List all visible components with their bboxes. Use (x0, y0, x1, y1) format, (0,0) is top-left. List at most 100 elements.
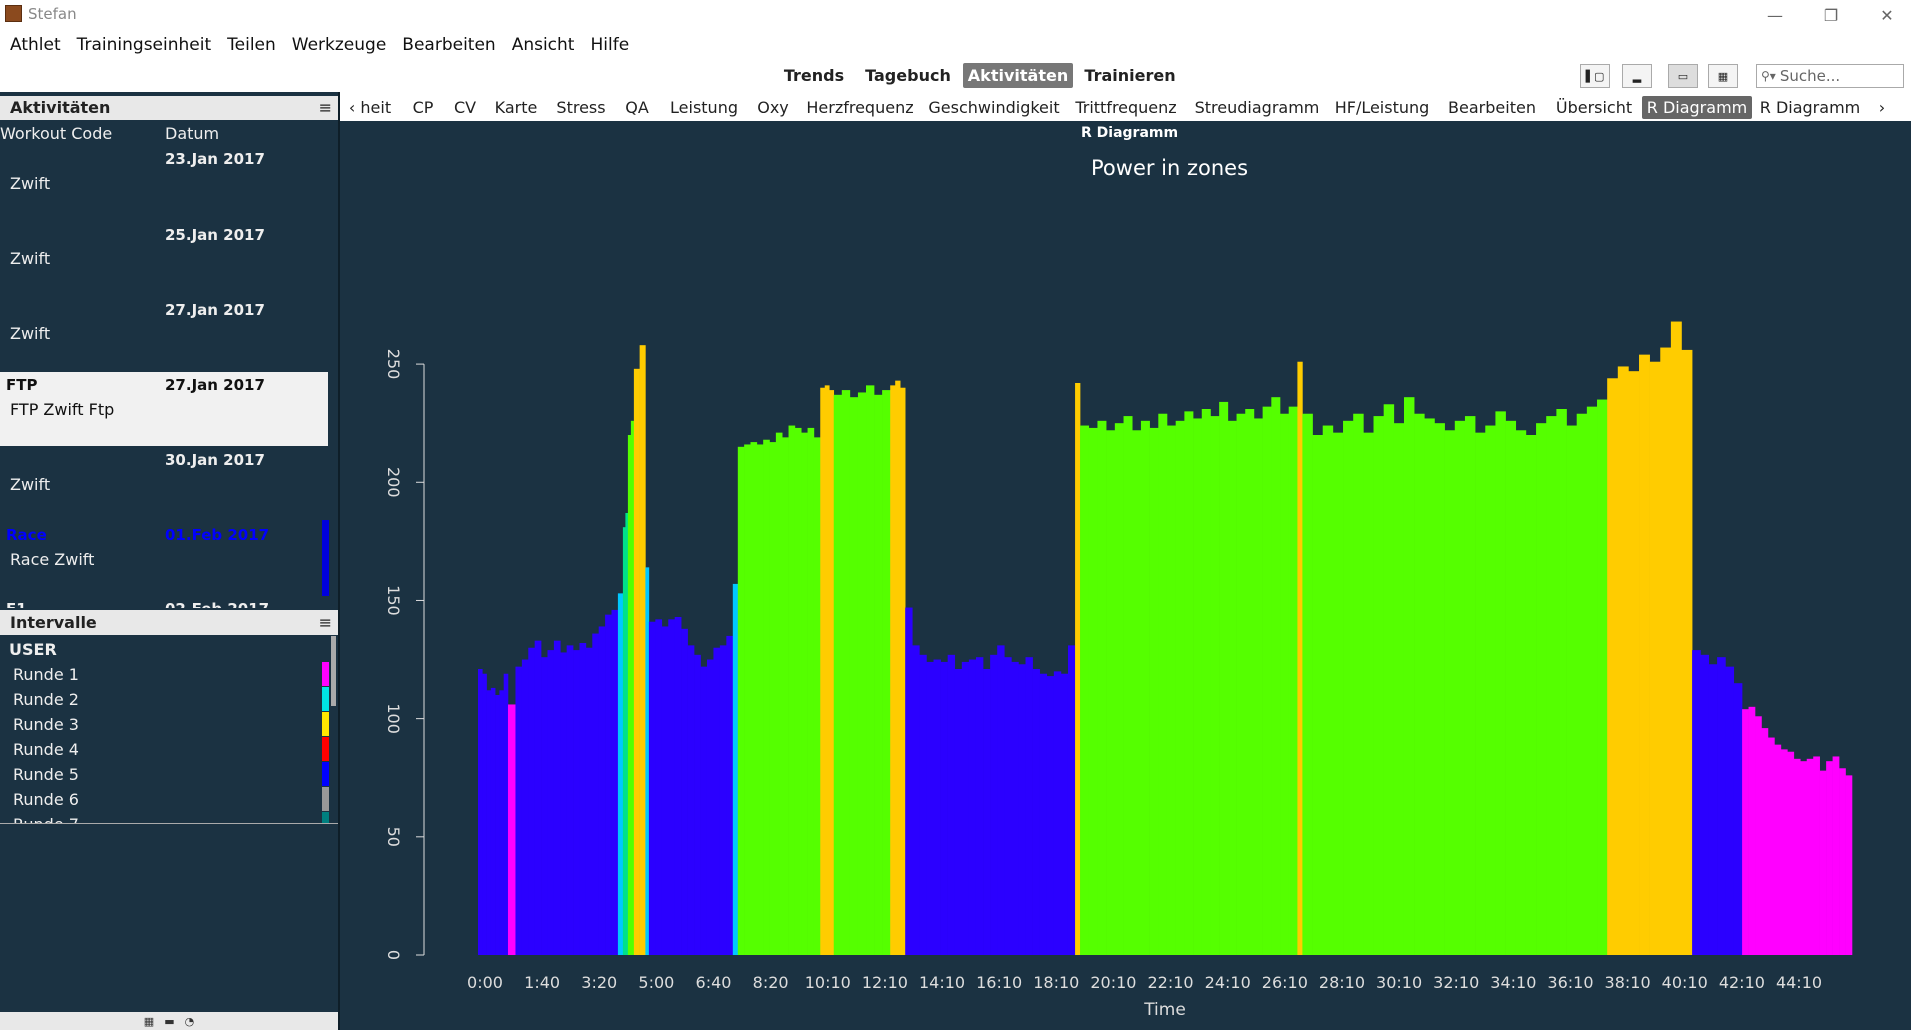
activity-code[interactable]: E1 (6, 600, 27, 608)
interval-color-swatch (322, 662, 329, 686)
power-bar (1546, 416, 1557, 955)
activity-name[interactable]: Zwift (10, 174, 51, 193)
tab-qa[interactable]: QA (625, 98, 649, 117)
menu-hilfe[interactable]: Hilfe (590, 35, 630, 55)
power-bar (1288, 406, 1298, 955)
power-bar (933, 659, 941, 955)
activity-date[interactable]: 27.Jan 2017 (165, 301, 265, 319)
search-input[interactable]: ⚲▾ Suche... (1756, 64, 1904, 88)
interval-item[interactable]: Runde 3 (13, 715, 79, 734)
tab-streudiagramm[interactable]: Streudiagramm (1194, 98, 1320, 117)
activity-name[interactable]: FTP Zwift Ftp (10, 400, 115, 419)
stopwatch-icon[interactable]: ◔ (184, 1014, 195, 1028)
view-tab-aktivitaeten[interactable]: Aktivitäten (963, 63, 1073, 88)
tab-bearbeiten[interactable]: Bearbeiten (1448, 98, 1536, 117)
power-bar (534, 640, 542, 955)
tab-r-diagramm[interactable]: R Diagramm (1759, 98, 1861, 117)
tab-layout-icon[interactable]: ▭ (1668, 64, 1698, 88)
interval-item[interactable]: Runde 5 (13, 765, 79, 784)
power-bar (1628, 371, 1640, 955)
menu-bearbeiten[interactable]: Bearbeiten (402, 35, 496, 55)
power-bar (1097, 420, 1107, 955)
power-bar (1708, 664, 1718, 955)
interval-group-user[interactable]: USER (9, 640, 57, 659)
tab-scroll-right-icon[interactable]: › (1878, 98, 1886, 117)
activity-date[interactable]: 01.Feb 2017 (165, 526, 270, 544)
tab-trittfrequenz[interactable]: Trittfrequenz (1075, 98, 1177, 117)
power-bar (750, 442, 758, 955)
tab-trainingseinheit[interactable]: ‹ heit (348, 98, 392, 117)
power-bar (655, 619, 663, 955)
panel-splitter[interactable] (338, 92, 340, 1030)
menu-athlet[interactable]: Athlet (10, 35, 61, 55)
activity-date[interactable]: 23.Jan 2017 (165, 150, 265, 168)
activity-code[interactable]: Race (6, 526, 47, 544)
activity-selected-highlight[interactable] (0, 372, 328, 446)
activity-date[interactable]: 02.Feb 2017 (165, 600, 269, 608)
interval-item[interactable]: Runde 6 (13, 790, 79, 809)
menu-werkzeuge[interactable]: Werkzeuge (291, 35, 387, 55)
tile-layout-icon[interactable]: ▦ (1708, 64, 1738, 88)
power-bar (1774, 744, 1782, 955)
power-bar (1025, 657, 1033, 955)
tab-oxy[interactable]: Oxy (757, 98, 789, 117)
power-bar (566, 645, 574, 955)
power-bar (1444, 430, 1456, 956)
calendar-icon[interactable]: ▦ (143, 1014, 155, 1028)
power-bar (975, 657, 984, 955)
power-bar (1132, 430, 1142, 956)
activity-code[interactable]: FTP (6, 376, 38, 394)
power-bar (521, 659, 529, 955)
power-bar (1175, 420, 1185, 955)
activity-name[interactable]: Zwift (10, 475, 51, 494)
sidebar-toggle-icon[interactable]: ▌▢ (1580, 64, 1610, 88)
tab-r-diagramm-active[interactable]: R Diagramm (1642, 96, 1752, 119)
interval-item[interactable]: Runde 4 (13, 740, 79, 759)
interval-scrollbar[interactable] (331, 636, 336, 706)
folder-icon[interactable]: ▬ (164, 1014, 175, 1028)
interval-item[interactable]: Runde 7 (13, 815, 79, 823)
activity-name[interactable]: Race Zwift (10, 550, 95, 569)
tab-karte[interactable]: Karte (494, 98, 538, 117)
interval-item[interactable]: Runde 2 (13, 690, 79, 709)
power-bar (1819, 770, 1827, 955)
tab-cp[interactable]: CP (412, 98, 434, 117)
col-workout-code[interactable]: Workout Code (0, 124, 113, 143)
view-tab-tagebuch[interactable]: Tagebuch (865, 66, 951, 85)
power-bar (882, 390, 891, 955)
activity-date[interactable]: 30.Jan 2017 (165, 451, 265, 469)
search-placeholder: Suche... (1779, 67, 1841, 85)
close-icon[interactable]: ✕ (1880, 5, 1894, 25)
menu-teilen[interactable]: Teilen (227, 35, 276, 55)
tab-stress[interactable]: Stress (556, 98, 606, 117)
power-bar (926, 661, 934, 955)
minimize-icon[interactable]: — (1767, 5, 1783, 25)
menu-ansicht[interactable]: Ansicht (511, 35, 575, 55)
tab-geschwindigkeit[interactable]: Geschwindigkeit (928, 98, 1060, 117)
activity-date[interactable]: 27.Jan 2017 (165, 376, 265, 394)
col-datum[interactable]: Datum (165, 124, 220, 143)
interval-color-swatch (322, 762, 329, 786)
tab-hf-leistung[interactable]: HF/Leistung (1334, 98, 1430, 117)
menu-trainingseinheit[interactable]: Trainingseinheit (76, 35, 212, 55)
tab-leistung[interactable]: Leistung (670, 98, 738, 117)
tab-herzfrequenz[interactable]: Herzfrequenz (806, 98, 914, 117)
power-bar (788, 425, 796, 956)
restore-icon[interactable]: ❐ (1823, 5, 1839, 25)
tab-uebersicht[interactable]: Übersicht (1555, 98, 1633, 117)
hamburger-menu-icon[interactable]: ≡ (318, 613, 332, 632)
power-bar (1166, 425, 1176, 956)
power-bar (598, 626, 606, 955)
view-tab-trainieren[interactable]: Trainieren (1084, 66, 1176, 85)
power-bar (1201, 409, 1211, 955)
view-tab-trends[interactable]: Trends (783, 66, 845, 85)
interval-item[interactable]: Runde 1 (13, 665, 79, 684)
activity-name[interactable]: Zwift (10, 249, 51, 268)
tab-cv[interactable]: CV (453, 98, 477, 117)
power-bar (763, 439, 770, 955)
activity-date[interactable]: 25.Jan 2017 (165, 226, 265, 244)
activity-name[interactable]: Zwift (10, 324, 51, 343)
intervals-header-label: Intervalle (10, 613, 97, 632)
bottom-panel-icon[interactable]: ▂ (1622, 64, 1652, 88)
hamburger-menu-icon[interactable]: ≡ (318, 98, 332, 117)
